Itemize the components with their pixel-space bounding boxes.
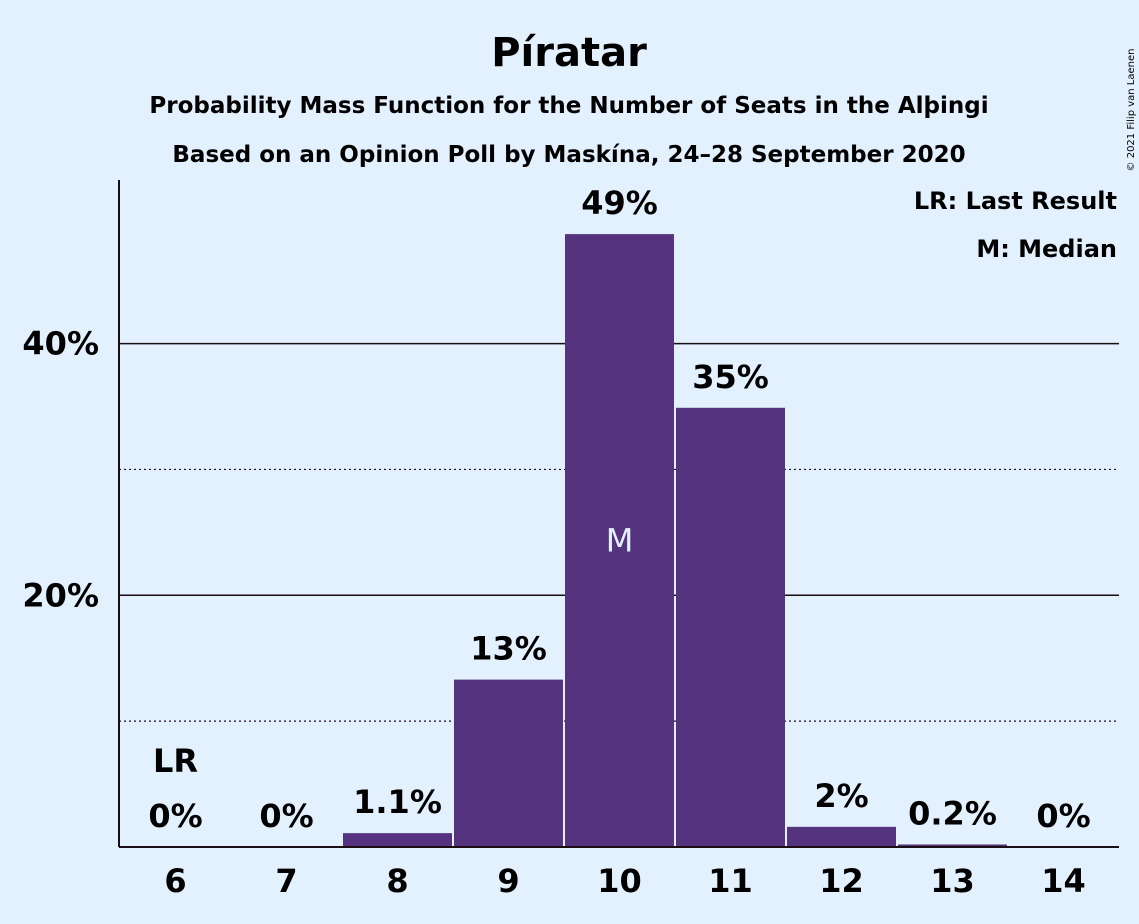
bar-9 [454, 679, 563, 847]
chart-title: Píratar [491, 30, 647, 76]
data-label-11: 35% [692, 358, 769, 396]
x-tick-label-9: 9 [497, 862, 519, 900]
bar-10 [565, 234, 674, 847]
chart-subtitle-line-2: Based on an Opinion Poll by Maskína, 24–… [172, 142, 965, 168]
y-tick-label-0: 20% [22, 576, 99, 614]
x-tick-label-8: 8 [386, 862, 408, 900]
axes [118, 180, 1119, 848]
chart-subtitle-line-1: Probability Mass Function for the Number… [149, 93, 988, 119]
data-label-10: 49% [581, 184, 658, 222]
bar-12 [787, 826, 896, 847]
copyright-notice: © 2021 Filip van Laenen [1126, 49, 1137, 172]
bar-8 [343, 833, 452, 847]
y-tick-label-1: 40% [22, 325, 99, 363]
data-labels: 0% 6 LR 0% 7 1.1% 8 13% 9 49% 10 M 35% 11 2% 12 0.2% 13 0%… [148, 184, 1090, 900]
data-label-7: 0% [259, 797, 313, 835]
x-tick-label-10: 10 [597, 862, 642, 900]
data-label-6: 0% [148, 797, 202, 835]
legend-median: M: Median [976, 235, 1117, 263]
median-marker: M [606, 522, 634, 560]
data-label-8: 1.1% [353, 783, 442, 821]
x-tick-label-7: 7 [275, 862, 297, 900]
bar-13 [898, 844, 1007, 847]
x-tick-label-13: 13 [930, 862, 975, 900]
bars [343, 234, 1007, 847]
data-label-12: 2% [814, 777, 868, 815]
x-tick-label-6: 6 [164, 862, 186, 900]
data-label-14: 0% [1036, 797, 1090, 835]
x-tick-label-14: 14 [1041, 862, 1086, 900]
x-tick-label-12: 12 [819, 862, 864, 900]
bar-11 [676, 407, 785, 847]
data-label-13: 0.2% [908, 794, 997, 832]
data-label-9: 13% [470, 630, 547, 668]
legend-last-result: LR: Last Result [914, 187, 1117, 215]
x-tick-label-11: 11 [708, 862, 753, 900]
last-result-marker: LR [153, 742, 198, 780]
